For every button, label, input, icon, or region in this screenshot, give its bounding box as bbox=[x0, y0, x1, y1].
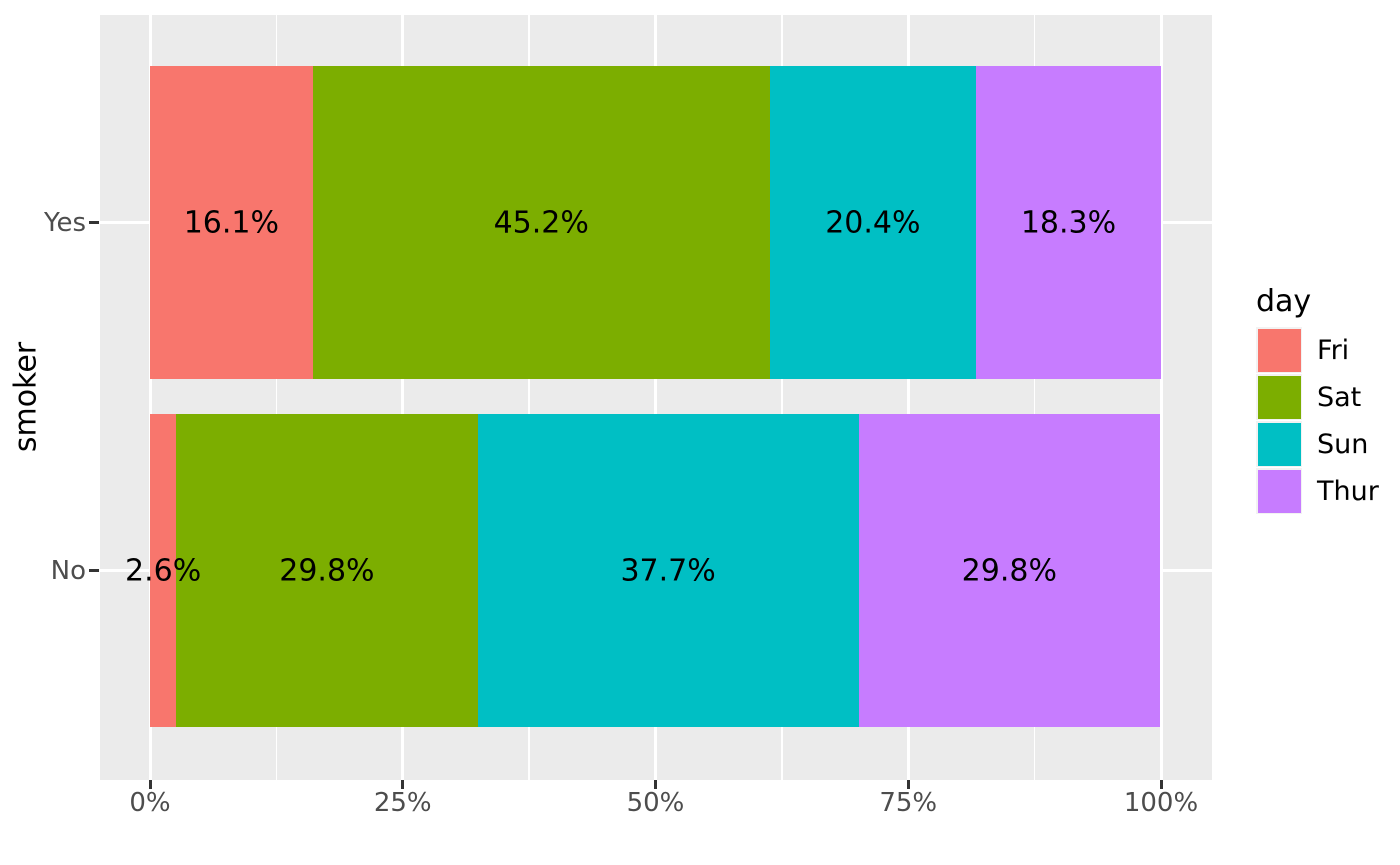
plot-panel: 16.1% 45.2% 20.4% 18.3% 2.6% 29.8% 37.7% 29.8% bbox=[100, 15, 1212, 780]
segment-label: 20.4% bbox=[825, 205, 921, 240]
x-tick-mark bbox=[654, 780, 657, 789]
legend-key bbox=[1256, 421, 1302, 467]
minor-gridline bbox=[528, 15, 530, 780]
x-tick-label: 75% bbox=[879, 788, 938, 818]
y-tick-mark bbox=[89, 221, 99, 224]
legend-title: day bbox=[1256, 284, 1312, 319]
segment-label: 16.1% bbox=[183, 205, 280, 240]
segment-label: 18.3% bbox=[1020, 205, 1117, 240]
major-gridline bbox=[401, 15, 405, 780]
legend-entry-fri: Fri bbox=[1256, 327, 1379, 373]
segment-sat: 29.8% bbox=[176, 414, 478, 727]
legend-key bbox=[1256, 327, 1302, 373]
segment-sat: 45.2% bbox=[312, 66, 770, 379]
segment-label: 2.6% bbox=[125, 553, 202, 588]
minor-gridline bbox=[781, 15, 783, 780]
x-tick-mark bbox=[906, 780, 910, 789]
legend: day Fri Sat Sun Thur bbox=[1256, 284, 1379, 515]
segment-label: 29.8% bbox=[279, 553, 375, 588]
y-tick-label: Yes bbox=[44, 207, 86, 238]
x-tick-label: 100% bbox=[1123, 788, 1199, 818]
legend-label: Fri bbox=[1317, 334, 1350, 366]
major-gridline bbox=[906, 15, 910, 780]
legend-swatch-sat bbox=[1257, 375, 1301, 419]
legend-label: Sat bbox=[1317, 381, 1362, 413]
legend-entry-thur: Thur bbox=[1256, 468, 1379, 514]
segment-label: 29.8% bbox=[961, 553, 1057, 588]
legend-swatch-thur bbox=[1257, 469, 1301, 513]
y-axis-title: smoker bbox=[8, 341, 44, 453]
legend-label: Thur bbox=[1317, 475, 1379, 507]
legend-entry-sun: Sun bbox=[1256, 421, 1379, 467]
segment-fri: 16.1% bbox=[150, 66, 313, 379]
x-tick-label: 25% bbox=[373, 788, 432, 818]
legend-key bbox=[1256, 468, 1302, 514]
legend-key bbox=[1256, 374, 1302, 420]
legend-entries: Fri Sat Sun Thur bbox=[1256, 327, 1379, 514]
legend-label: Sun bbox=[1317, 428, 1369, 460]
major-gridline bbox=[148, 15, 152, 780]
x-tick-label: 50% bbox=[626, 788, 685, 818]
segment-label: 45.2% bbox=[493, 205, 589, 240]
bar-yes: 16.1% 45.2% 20.4% 18.3% bbox=[150, 66, 1161, 379]
segment-thur: 29.8% bbox=[858, 414, 1160, 727]
major-gridline bbox=[1159, 15, 1163, 780]
x-tick-label: 0% bbox=[129, 788, 171, 818]
segment-fri: 2.6% bbox=[125, 414, 201, 727]
bar-no: 2.6% 29.8% 37.7% 29.8% bbox=[125, 414, 1160, 727]
x-tick-mark bbox=[148, 780, 152, 789]
segment-sun: 20.4% bbox=[769, 66, 976, 379]
minor-gridline bbox=[1033, 15, 1036, 780]
minor-gridline bbox=[275, 15, 278, 780]
legend-swatch-fri bbox=[1257, 328, 1301, 372]
legend-swatch-sun bbox=[1257, 422, 1301, 466]
segment-label: 37.7% bbox=[620, 553, 716, 588]
y-tick-label: No bbox=[50, 555, 86, 586]
legend-entry-sat: Sat bbox=[1256, 374, 1379, 420]
x-tick-mark bbox=[401, 780, 405, 789]
segment-sun: 37.7% bbox=[477, 414, 859, 727]
major-gridline bbox=[654, 15, 657, 780]
y-tick-mark bbox=[89, 569, 99, 572]
segment-thur: 18.3% bbox=[975, 66, 1161, 379]
x-tick-mark bbox=[1159, 780, 1163, 789]
